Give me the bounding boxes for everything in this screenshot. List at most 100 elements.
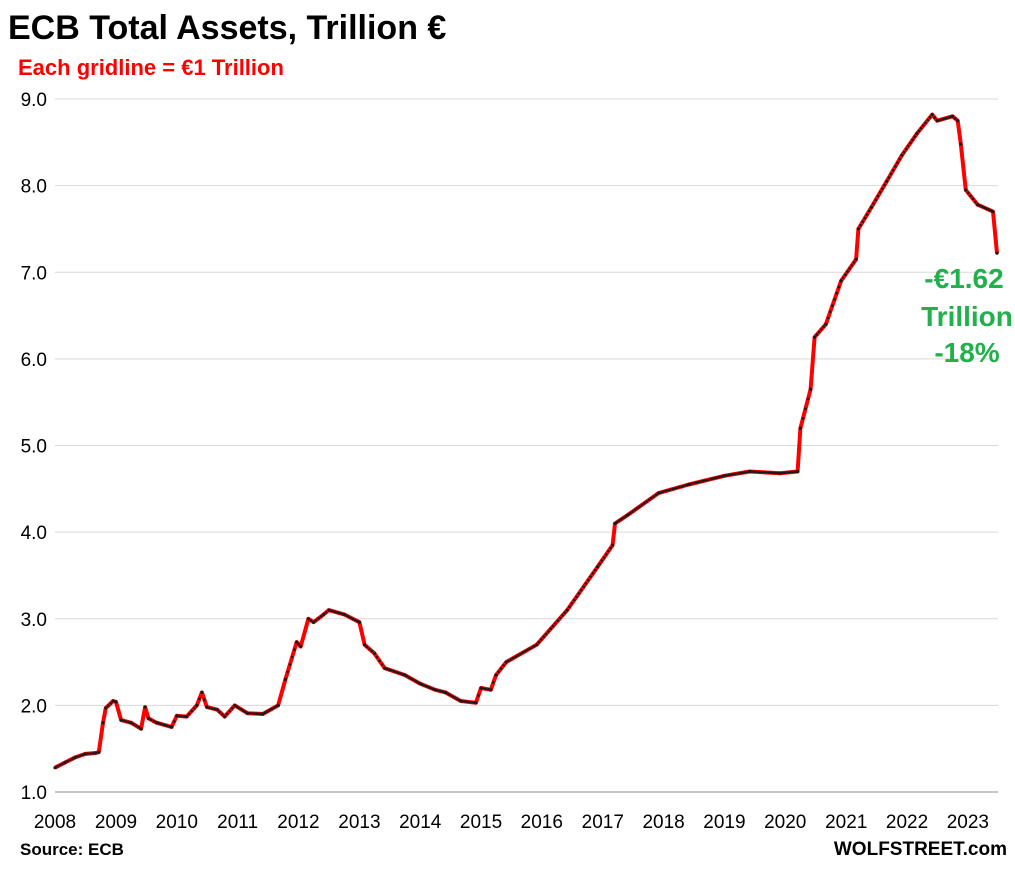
data-point: [926, 118, 930, 122]
data-point: [230, 706, 234, 710]
data-point: [396, 671, 400, 674]
data-point: [378, 659, 381, 663]
data-point: [111, 699, 115, 703]
data-point: [154, 721, 159, 725]
data-point: [146, 716, 151, 721]
data-point: [518, 652, 522, 656]
data-point: [334, 610, 337, 614]
data-point: [58, 763, 62, 767]
data-point: [913, 135, 916, 138]
data-point: [530, 646, 534, 649]
data-point: [521, 651, 524, 654]
data-point: [254, 712, 258, 715]
data-point: [822, 325, 825, 329]
data-point: [259, 712, 262, 716]
data-point: [107, 704, 110, 707]
data-point: [841, 276, 845, 280]
data-point: [750, 470, 754, 473]
data-point: [881, 187, 884, 190]
data-point: [509, 658, 513, 661]
data-point: [429, 686, 433, 690]
data-point: [577, 592, 581, 595]
data-point: [650, 496, 653, 500]
data-point: [647, 498, 651, 502]
data-point: [787, 471, 791, 474]
x-tick-label: 2022: [886, 812, 928, 833]
data-point: [736, 472, 740, 475]
data-point: [213, 707, 216, 711]
annotation-line-2: Trillion: [921, 301, 1013, 332]
data-point: [622, 516, 625, 519]
data-point: [465, 700, 469, 704]
data-point: [479, 686, 483, 690]
data-point: [966, 191, 970, 195]
data-point: [789, 470, 793, 474]
y-tick-label: 8.0: [21, 177, 47, 198]
data-point: [220, 713, 224, 716]
data-point: [554, 622, 557, 625]
data-point: [203, 698, 206, 701]
y-tick-label: 7.0: [21, 263, 47, 284]
data-point: [187, 712, 191, 716]
data-point: [835, 292, 838, 295]
data-point: [722, 474, 726, 478]
data-point: [129, 721, 133, 725]
data-point: [250, 712, 254, 715]
data-point: [980, 205, 984, 208]
data-point: [504, 660, 508, 664]
data-point: [898, 157, 901, 161]
data-point: [511, 656, 515, 660]
data-point: [734, 472, 738, 476]
data-point: [987, 208, 990, 211]
data-point: [446, 692, 449, 695]
data-point: [228, 709, 231, 713]
data-point: [443, 690, 447, 695]
data-point: [215, 708, 219, 712]
data-point: [985, 207, 988, 210]
data-point: [741, 471, 744, 475]
x-axis-tick-labels: 2008 2009 2010 2011 2012 2013 2014 2015 2016 2017…: [34, 812, 989, 833]
data-point: [549, 627, 552, 630]
data-point: [629, 511, 632, 515]
data-point: [497, 670, 500, 674]
data-point: [556, 619, 560, 622]
x-tick-label: 2017: [582, 812, 624, 833]
data-point: [696, 480, 700, 484]
data-point: [757, 470, 761, 474]
data-point: [372, 651, 376, 656]
data-point: [299, 644, 303, 649]
data-point: [743, 471, 747, 474]
data-point: [924, 121, 927, 125]
data-point: [405, 675, 409, 678]
data-point: [769, 471, 772, 475]
data-point: [523, 650, 527, 653]
data-point: [859, 224, 862, 227]
data-point: [324, 611, 328, 614]
data-point: [225, 712, 229, 716]
data-point: [645, 500, 648, 503]
data-point: [680, 485, 684, 488]
data-point: [542, 635, 545, 638]
data-point: [73, 755, 77, 760]
x-tick-label: 2016: [521, 812, 563, 833]
data-point: [666, 489, 670, 492]
series-line: [54, 112, 999, 770]
annotation-line-1: -€1.62: [924, 263, 1003, 294]
data-point: [351, 617, 355, 621]
data-point: [767, 471, 770, 474]
data-point: [976, 203, 980, 207]
data-point: [673, 487, 677, 490]
data-point: [801, 417, 805, 420]
data-point: [907, 144, 910, 148]
data-point: [944, 116, 948, 120]
data-point: [408, 676, 411, 679]
data-point: [237, 706, 241, 710]
data-point: [414, 679, 418, 683]
x-tick-label: 2015: [460, 812, 502, 833]
x-tick-label: 2008: [34, 812, 76, 833]
data-point: [856, 227, 861, 231]
chart-title: ECB Total Assets, Trillion €: [8, 9, 446, 47]
data-point: [896, 161, 899, 164]
data-point: [540, 638, 543, 641]
